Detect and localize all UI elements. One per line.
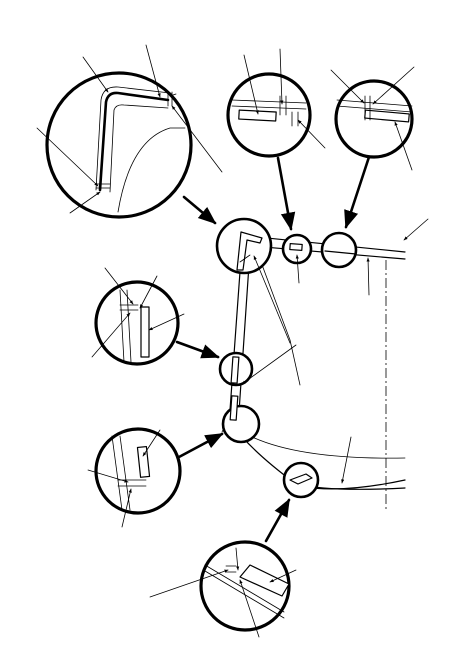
hub-left-low [221, 395, 261, 444]
link-arrows [175, 155, 371, 543]
detail-clip-top-right [334, 79, 414, 159]
detail-left-middle [94, 280, 180, 366]
leaders-clip-top-middle [243, 48, 326, 149]
hub-bottom [282, 461, 320, 499]
leaders-bottom [149, 547, 297, 638]
hub-top-clip-1 [281, 233, 313, 265]
leaders-clip-top-right [330, 66, 415, 171]
leaders-corner-large [36, 44, 223, 214]
leaders-main [241, 218, 429, 484]
inner-diagonal [257, 253, 301, 386]
detail-bottom [199, 540, 291, 632]
leaders-left-middle [91, 267, 185, 358]
hub-top-corner [215, 217, 273, 275]
hub-left-mid [218, 351, 254, 387]
leaders-left-lower [87, 429, 161, 528]
detail-clip-top-middle [226, 72, 312, 158]
hub-top-clip-2 [320, 231, 358, 269]
inner-curve [249, 435, 406, 459]
left-frame-inner [238, 249, 251, 413]
detail-left-lower [94, 427, 182, 515]
detail-corner-large [45, 71, 193, 219]
